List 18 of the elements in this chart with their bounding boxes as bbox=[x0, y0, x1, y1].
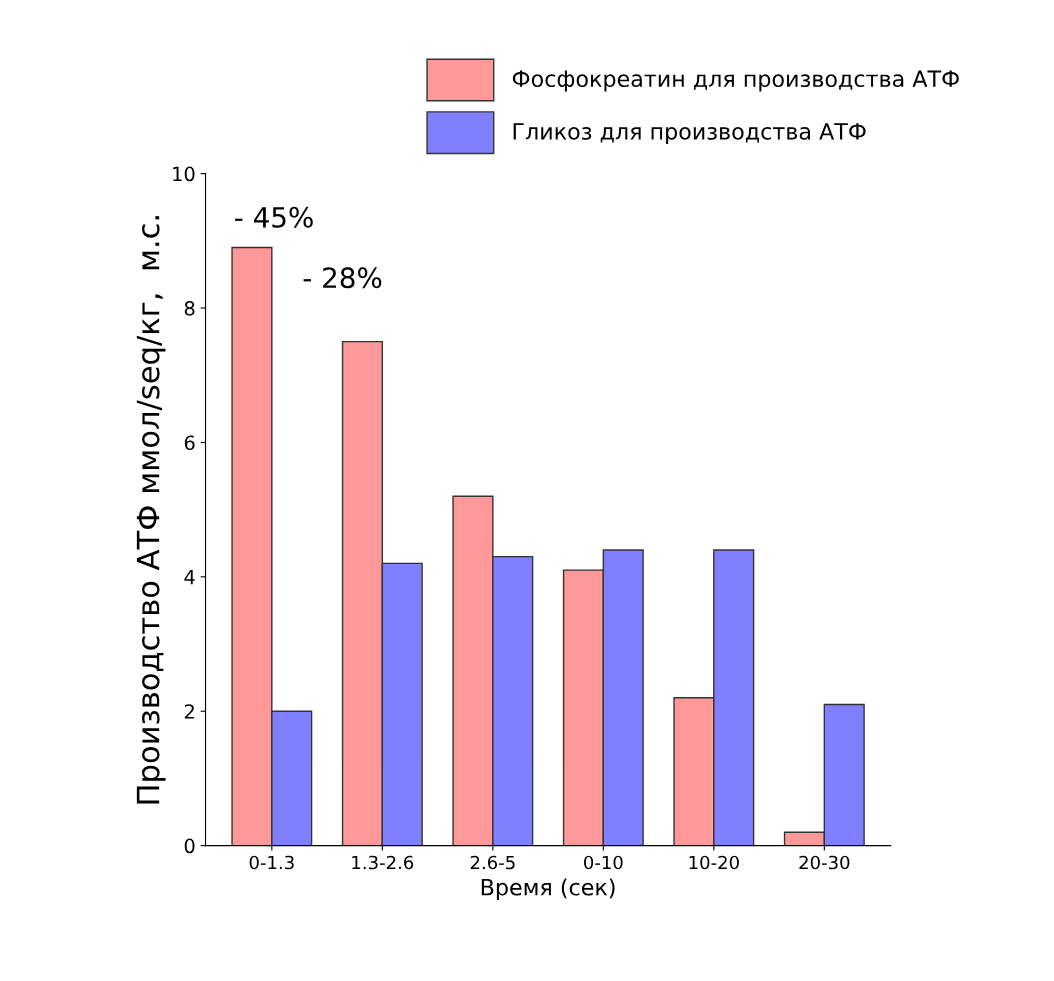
x-tick-label: 20-30 bbox=[799, 855, 850, 870]
x-tick-label: 2.6-5 bbox=[470, 855, 515, 870]
y-tick-label: 6 bbox=[184, 435, 195, 451]
x-tick-label: 0-10 bbox=[584, 855, 623, 870]
y-tick-label: 10 bbox=[173, 166, 195, 182]
x-tick-label: 1.3-2.6 bbox=[352, 855, 414, 870]
x-tick-label: 0-1.3 bbox=[249, 855, 294, 870]
y-tick-label: 8 bbox=[184, 300, 195, 316]
annotation: - 45% bbox=[235, 206, 313, 228]
annotation: - 28% bbox=[303, 267, 382, 289]
y-tick-label: 4 bbox=[184, 570, 195, 585]
y-axis-title: Производство АТФ ммол/seq/кг, м.с. bbox=[136, 216, 166, 804]
x-tick-label: 10-20 bbox=[689, 855, 739, 870]
legend-label: Гликоз для производства АТФ bbox=[513, 123, 866, 145]
y-tick-label: 0 bbox=[184, 838, 195, 854]
legend-label: Фосфокреатин для производства АТФ bbox=[512, 70, 959, 92]
y-tick-label: 2 bbox=[184, 704, 194, 719]
x-axis-title: Время (сек) bbox=[481, 878, 615, 900]
